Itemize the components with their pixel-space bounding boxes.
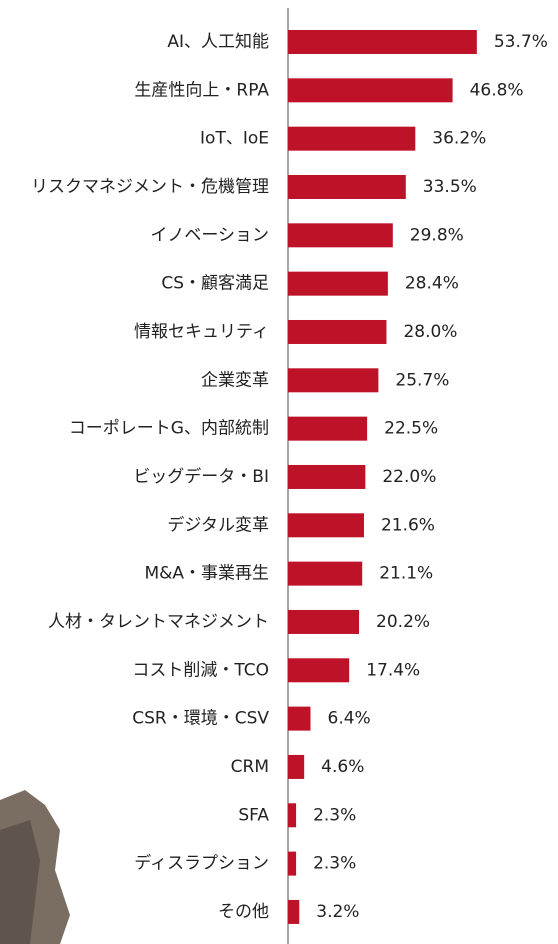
value-label: 46.8% bbox=[470, 80, 524, 100]
value-label: 17.4% bbox=[366, 660, 420, 680]
value-label: 22.0% bbox=[382, 467, 436, 487]
category-label: コスト削減・TCO bbox=[132, 660, 269, 680]
bar bbox=[288, 174, 406, 199]
category-label: リスクマネジメント・危機管理 bbox=[31, 177, 269, 197]
category-label: AI、人工知能 bbox=[167, 32, 269, 52]
category-label: コーポレートG、内部統制 bbox=[69, 419, 269, 439]
value-label: 2.3% bbox=[313, 854, 356, 874]
bar bbox=[288, 513, 364, 538]
category-label: その他 bbox=[218, 902, 269, 922]
value-label: 29.8% bbox=[410, 225, 464, 245]
category-label: M&A・事業再生 bbox=[144, 564, 269, 584]
bar bbox=[288, 851, 297, 876]
value-label: 25.7% bbox=[395, 370, 449, 390]
category-label: 企業変革 bbox=[201, 370, 269, 390]
category-label: CS・顧客満足 bbox=[161, 274, 269, 294]
category-label: 情報セキュリティ bbox=[134, 322, 269, 342]
category-label: デジタル変革 bbox=[167, 514, 269, 535]
value-label: 21.6% bbox=[381, 515, 435, 535]
bar bbox=[288, 416, 368, 441]
category-label: 生産性向上・RPA bbox=[134, 80, 269, 100]
category-label: CRM bbox=[231, 757, 269, 777]
category-label: SFA bbox=[238, 805, 269, 825]
category-label: ビッグデータ・BI bbox=[133, 466, 269, 487]
bar bbox=[288, 803, 297, 828]
value-label: 28.4% bbox=[405, 274, 459, 294]
value-label: 21.1% bbox=[379, 564, 433, 584]
category-label: 人材・タレントマネジメント bbox=[48, 612, 269, 632]
category-label: CSR・環境・CSV bbox=[132, 709, 269, 729]
value-label: 36.2% bbox=[432, 129, 486, 149]
bar bbox=[288, 223, 393, 248]
decoration bbox=[0, 820, 40, 944]
bar bbox=[288, 899, 300, 924]
bar bbox=[288, 706, 311, 731]
bar bbox=[288, 30, 477, 54]
bar bbox=[288, 658, 350, 683]
bar bbox=[288, 126, 416, 151]
value-label: 53.7% bbox=[494, 32, 548, 52]
bar bbox=[288, 754, 305, 779]
value-label: 33.5% bbox=[423, 177, 477, 197]
value-label: 4.6% bbox=[321, 757, 364, 777]
value-label: 3.2% bbox=[316, 902, 359, 922]
bar bbox=[288, 609, 360, 634]
value-label: 20.2% bbox=[376, 612, 430, 632]
bar bbox=[288, 78, 453, 103]
bar bbox=[288, 464, 366, 489]
value-label: 2.3% bbox=[313, 805, 356, 825]
value-label: 22.5% bbox=[384, 419, 438, 439]
category-label: IoT、IoE bbox=[200, 129, 269, 149]
bar bbox=[288, 561, 363, 586]
value-label: 28.0% bbox=[403, 322, 457, 342]
category-label: ディスラプション bbox=[134, 853, 269, 874]
bar bbox=[288, 271, 388, 296]
bar bbox=[288, 319, 387, 344]
bar bbox=[288, 368, 379, 393]
value-label: 6.4% bbox=[328, 709, 371, 729]
category-label: イノベーション bbox=[150, 225, 269, 245]
